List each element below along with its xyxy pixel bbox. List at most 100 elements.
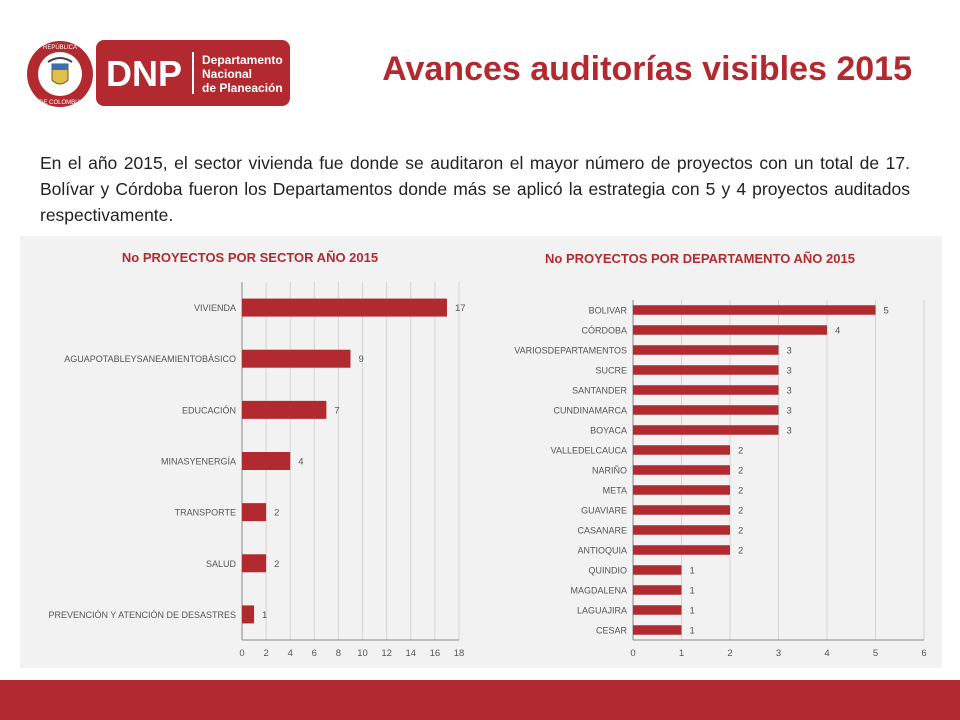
dnp-logo: DNP Departamento Nacional de Planeación — [96, 40, 290, 106]
department-bar — [633, 585, 682, 595]
department-category-label: GUAVIARE — [581, 506, 627, 516]
department-category-label: LAGUAJIRA — [577, 606, 627, 616]
sector-x-tick-label: 16 — [430, 648, 441, 659]
department-data-label: 2 — [738, 546, 743, 557]
sector-bar — [242, 503, 267, 522]
department-data-label: 3 — [787, 366, 792, 377]
department-category-label: NARIÑO — [592, 466, 627, 476]
sector-bar — [242, 605, 255, 624]
logo-letters: DNP — [106, 53, 182, 94]
department-bar — [633, 365, 779, 375]
sector-bar — [242, 298, 447, 317]
department-x-tick-label: 1 — [679, 648, 684, 659]
department-data-label: 2 — [738, 526, 743, 537]
department-category-label: CASANARE — [577, 526, 627, 536]
sector-category-label: EDUCACIÓN — [182, 405, 236, 415]
sector-x-tick-label: 18 — [454, 648, 465, 659]
sector-x-tick-label: 4 — [288, 648, 293, 659]
department-chart-title: No PROYECTOS POR DEPARTAMENTO AÑO 2015 — [545, 251, 855, 266]
footer-band — [0, 680, 960, 720]
logo-line1: Departamento — [202, 53, 283, 67]
department-bar — [633, 485, 730, 495]
sector-chart-title: No PROYECTOS POR SECTOR AÑO 2015 — [121, 250, 379, 265]
department-bar — [633, 625, 682, 635]
department-category-label: CÓRDOBA — [581, 326, 627, 336]
sector-category-label: AGUAPOTABLEYSANEAMIENTOBÁSICO — [64, 354, 236, 364]
charts-panel: No PROYECTOS POR SECTOR AÑO 2015 No PROY… — [20, 236, 942, 668]
sector-bar — [242, 554, 267, 573]
seal-text-bottom: DE COLOMBIA — [39, 100, 81, 106]
intro-paragraph: En el año 2015, el sector vivienda fue d… — [40, 153, 910, 225]
department-bar-chart: 0 1 2 3 4 5 6 5 BOLIVAR 4 CÓRDOBA 3 VARIOSDEPARTAMEN… — [514, 300, 927, 659]
department-bar — [633, 305, 876, 315]
department-data-label: 2 — [738, 446, 743, 457]
department-data-label: 1 — [690, 566, 695, 577]
sector-data-label: 2 — [274, 508, 279, 519]
logo-line2: Nacional — [202, 67, 252, 81]
sector-bar-chart: 0 2 4 6 8 10 12 14 16 1817VIVIENDA9AGUAPOTABLEYSA… — [48, 282, 466, 659]
department-data-label: 2 — [738, 486, 743, 497]
department-bar — [633, 345, 779, 355]
department-x-tick-label: 3 — [776, 648, 781, 659]
sector-data-label: 7 — [334, 405, 339, 416]
department-x-tick-label: 4 — [824, 648, 829, 659]
sector-x-tick-label: 0 — [239, 648, 244, 659]
sector-category-label: SALUD — [206, 559, 237, 569]
department-bar — [633, 565, 682, 575]
department-category-label: VALLEDELCAUCA — [551, 446, 627, 456]
sector-data-label: 1 — [262, 610, 267, 621]
department-category-label: VARIOSDEPARTAMENTOS — [514, 346, 627, 356]
department-data-label: 3 — [787, 346, 792, 357]
sector-x-tick-label: 14 — [405, 648, 416, 659]
department-category-label: ANTIOQUIA — [577, 546, 627, 556]
department-data-label: 1 — [690, 606, 695, 617]
sector-x-tick-label: 8 — [336, 648, 341, 659]
department-category-label: META — [603, 486, 627, 496]
department-bar — [633, 465, 730, 475]
department-category-label: SUCRE — [595, 366, 627, 376]
department-bar — [633, 525, 730, 535]
department-x-tick-label: 6 — [921, 648, 926, 659]
department-category-label: QUINDIO — [588, 566, 627, 576]
sector-x-tick-label: 12 — [381, 648, 392, 659]
department-data-label: 3 — [787, 426, 792, 437]
department-x-tick-label: 2 — [727, 648, 732, 659]
sector-x-tick-label: 10 — [357, 648, 368, 659]
department-data-label: 3 — [787, 406, 792, 417]
department-x-tick-label: 5 — [873, 648, 878, 659]
department-category-label: MAGDALENA — [570, 586, 627, 596]
department-bar — [633, 385, 779, 395]
department-category-label: CESAR — [596, 626, 628, 636]
sector-data-label: 9 — [359, 354, 364, 365]
logo-line3: de Planeación — [202, 81, 283, 95]
sector-category-label: TRANSPORTE — [175, 508, 236, 518]
sector-bar — [242, 349, 351, 368]
colombia-seal-logo: REPÚBLICA DE COLOMBIA — [27, 41, 93, 107]
department-category-label: BOLIVAR — [589, 306, 628, 316]
department-bar — [633, 405, 779, 415]
department-category-label: BOYACA — [590, 426, 627, 436]
page-title: Avances auditorías visibles 2015 — [382, 50, 912, 88]
department-category-label: CUNDINAMARCA — [553, 406, 627, 416]
sector-x-tick-label: 2 — [263, 648, 268, 659]
department-bar — [633, 445, 730, 455]
sector-data-label: 2 — [274, 559, 279, 570]
department-bar — [633, 505, 730, 515]
department-data-label: 2 — [738, 506, 743, 517]
department-data-label: 1 — [690, 586, 695, 597]
sector-data-label: 17 — [455, 303, 466, 314]
department-data-label: 3 — [787, 386, 792, 397]
department-x-tick-label: 0 — [630, 648, 635, 659]
department-bar — [633, 425, 779, 435]
sector-bar — [242, 400, 327, 419]
department-data-label: 1 — [690, 626, 695, 637]
sector-category-label: PREVENCIÓN Y ATENCIÓN DE DESASTRES — [48, 610, 236, 620]
sector-x-tick-label: 6 — [312, 648, 317, 659]
department-bar — [633, 325, 827, 335]
sector-bar — [242, 452, 291, 470]
department-category-label: SANTANDER — [572, 386, 627, 396]
seal-text-top: REPÚBLICA — [43, 44, 77, 51]
department-data-label: 2 — [738, 466, 743, 477]
department-bar — [633, 605, 682, 615]
sector-data-label: 4 — [298, 457, 303, 468]
